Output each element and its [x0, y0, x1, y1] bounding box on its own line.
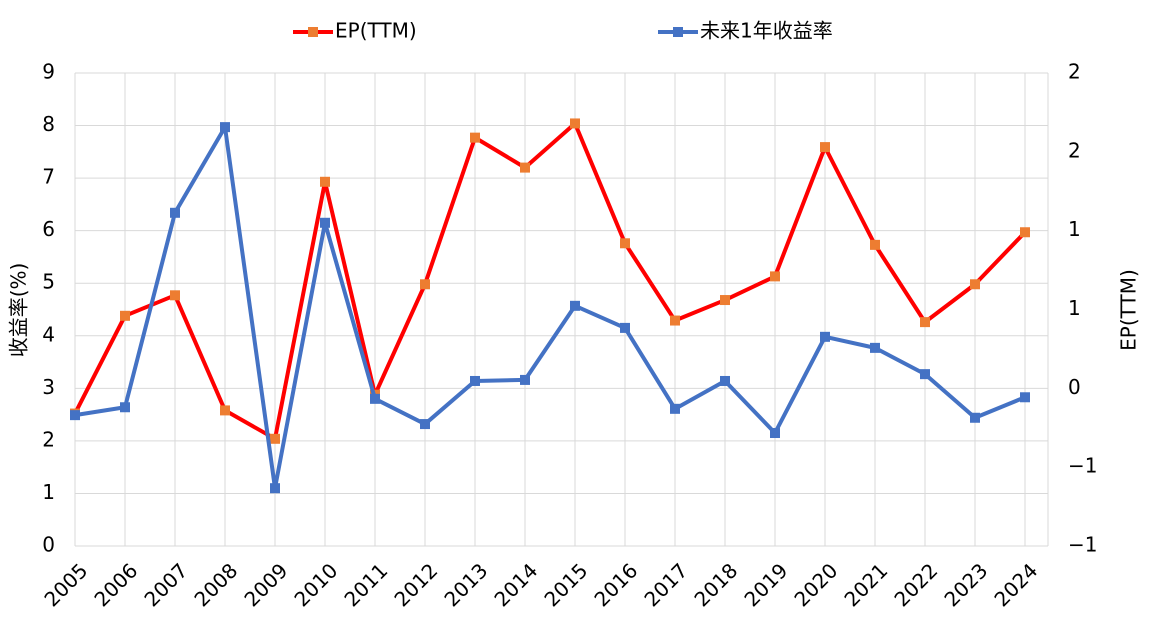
data-point — [220, 405, 230, 416]
legend-label: EP(TTM) — [335, 19, 417, 43]
x-tick-label: 2007 — [139, 558, 192, 611]
y2-tick-label: 2 — [1068, 60, 1081, 84]
data-point — [870, 239, 880, 250]
data-point — [970, 412, 980, 423]
y2-tick-label: 2 — [1068, 138, 1081, 162]
legend-marker — [308, 27, 318, 37]
x-tick-label: 2013 — [439, 558, 492, 611]
data-point — [420, 279, 430, 290]
data-point — [320, 176, 330, 187]
data-point — [620, 322, 630, 333]
data-point — [420, 419, 430, 430]
data-point — [270, 433, 280, 444]
data-point — [70, 410, 80, 421]
data-point — [570, 300, 580, 311]
data-point — [570, 118, 580, 129]
y-tick-label: 2 — [42, 427, 55, 451]
data-point — [520, 374, 530, 385]
x-tick-label: 2020 — [789, 558, 842, 611]
y-tick-label: 0 — [42, 533, 55, 557]
x-tick-label: 2022 — [889, 558, 942, 611]
x-tick-label: 2017 — [639, 558, 692, 611]
data-point — [820, 142, 830, 153]
x-tick-label: 2015 — [539, 558, 592, 611]
x-tick-label: 2005 — [39, 558, 92, 611]
y-tick-label: 7 — [42, 165, 55, 189]
data-point — [670, 403, 680, 414]
data-point — [320, 217, 330, 228]
data-point — [270, 483, 280, 494]
data-point — [770, 428, 780, 439]
y-tick-label: 5 — [42, 270, 55, 294]
y2-tick-label: 1 — [1068, 296, 1081, 320]
x-tick-label: 2023 — [939, 558, 992, 611]
y-tick-label: 4 — [42, 322, 55, 346]
y-tick-label: 6 — [42, 217, 55, 241]
data-point — [1020, 227, 1030, 238]
x-tick-label: 2010 — [289, 558, 342, 611]
x-tick-label: 2014 — [489, 558, 542, 611]
y2-tick-label: 1 — [1068, 217, 1081, 241]
y2-tick-label: −1 — [1068, 533, 1097, 557]
x-tick-label: 2009 — [239, 558, 292, 611]
x-tick-label: 2024 — [989, 558, 1042, 611]
data-point — [620, 238, 630, 249]
x-tick-label: 2011 — [339, 558, 392, 611]
series-line — [74, 125, 1026, 491]
data-point — [170, 207, 180, 218]
y-axis-title: 收益率(%) — [7, 263, 31, 358]
y-tick-label: 8 — [42, 112, 55, 136]
data-point — [720, 295, 730, 306]
data-point — [520, 162, 530, 173]
legend-marker — [673, 27, 683, 37]
y-tick-label: 9 — [42, 60, 55, 84]
x-tick-label: 2016 — [589, 558, 642, 611]
data-point — [920, 317, 930, 328]
y2-tick-label: −1 — [1068, 454, 1097, 478]
data-point — [920, 369, 930, 380]
data-point — [470, 132, 480, 143]
x-tick-label: 2006 — [89, 558, 142, 611]
data-point — [1020, 392, 1030, 403]
data-point — [220, 122, 230, 133]
y2-axis-title: EP(TTM) — [1117, 269, 1141, 351]
y-tick-label: 1 — [42, 480, 55, 504]
data-point — [170, 290, 180, 301]
data-point — [770, 271, 780, 282]
x-tick-label: 2012 — [389, 558, 442, 611]
data-point — [470, 375, 480, 386]
data-point — [870, 342, 880, 353]
data-point — [820, 331, 830, 342]
x-tick-label: 2018 — [689, 558, 742, 611]
legend-label: 未来1年收益率 — [700, 19, 833, 43]
y2-tick-label: 0 — [1068, 375, 1081, 399]
series-line — [73, 121, 1027, 441]
data-point — [670, 315, 680, 326]
x-tick-label: 2021 — [839, 558, 892, 611]
data-point — [720, 375, 730, 386]
y-tick-label: 3 — [42, 375, 55, 399]
data-point — [970, 279, 980, 290]
data-point — [370, 393, 380, 404]
data-point — [120, 402, 130, 413]
data-point — [120, 310, 130, 321]
x-tick-label: 2019 — [739, 558, 792, 611]
x-tick-label: 2008 — [189, 558, 242, 611]
